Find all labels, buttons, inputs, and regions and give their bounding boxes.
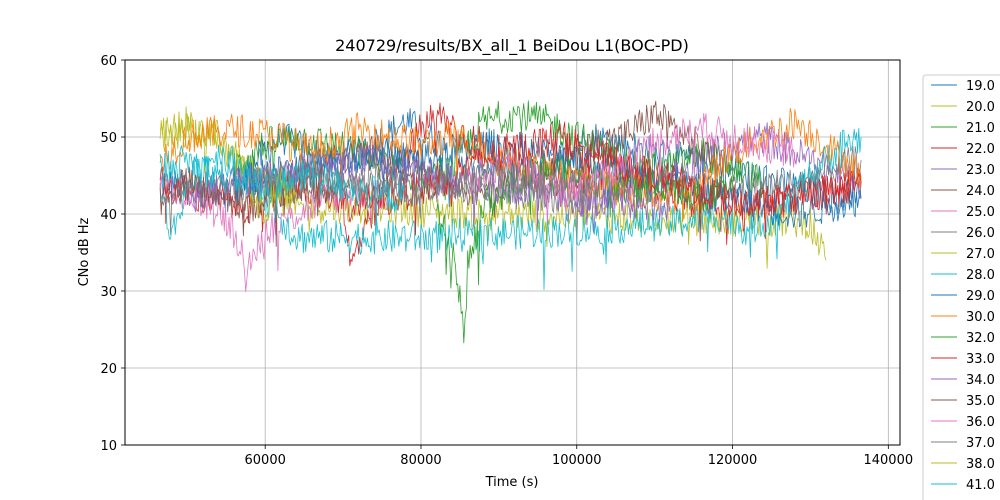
legend-label: 26.0 bbox=[966, 226, 995, 241]
legend-label: 38.0 bbox=[966, 457, 995, 472]
x-tick-label: 120000 bbox=[708, 453, 758, 468]
legend-label: 29.0 bbox=[966, 289, 995, 304]
legend-label: 19.0 bbox=[966, 79, 995, 94]
legend-label: 30.0 bbox=[966, 310, 995, 325]
legend-label: 36.0 bbox=[966, 415, 995, 430]
y-tick-label: 20 bbox=[100, 362, 117, 377]
y-tick-label: 60 bbox=[100, 54, 117, 69]
legend-label: 20.0 bbox=[966, 100, 995, 115]
legend-label: 41.0 bbox=[966, 478, 995, 493]
legend-label: 37.0 bbox=[966, 436, 995, 451]
plot-frame bbox=[124, 59, 901, 446]
x-tick-label: 60000 bbox=[245, 453, 286, 468]
x-axis-ticks: 60000 80000 100000 120000 140000 bbox=[245, 445, 913, 468]
y-axis-ticks: 10 20 30 40 50 60 bbox=[100, 54, 125, 454]
legend-label: 33.0 bbox=[966, 352, 995, 367]
legend-label: 23.0 bbox=[966, 163, 995, 178]
series-line-23.0 bbox=[560, 122, 862, 226]
series-line-33.0 bbox=[342, 121, 862, 242]
legend-label: 34.0 bbox=[966, 373, 995, 388]
x-tick-label: 100000 bbox=[552, 453, 602, 468]
legend-label: 32.0 bbox=[966, 331, 995, 346]
y-tick-label: 10 bbox=[100, 439, 117, 454]
x-axis-label: Time (s) bbox=[485, 475, 539, 490]
series-line-38.0 bbox=[249, 168, 297, 224]
legend-label: 35.0 bbox=[966, 394, 995, 409]
y-tick-label: 50 bbox=[100, 131, 117, 146]
series-line-41.0 bbox=[159, 145, 406, 236]
legend-label: 28.0 bbox=[966, 268, 995, 283]
chart-title: 240729/results/BX_all_1 BeiDou L1(BOC-PD… bbox=[335, 36, 689, 56]
y-tick-label: 30 bbox=[100, 285, 117, 300]
x-tick-label: 80000 bbox=[400, 453, 441, 468]
y-tick-label: 40 bbox=[100, 208, 117, 223]
legend-label: 22.0 bbox=[966, 142, 995, 157]
legend-label: 25.0 bbox=[966, 205, 995, 220]
legend: 19.0 20.0 21.0 22.0 23.0 24.0 25.0 26.0 27.0 28.0… bbox=[922, 74, 1000, 500]
y-axis-label: CNo dB Hz bbox=[77, 217, 92, 286]
legend-frame bbox=[922, 74, 1000, 500]
legend-label: 21.0 bbox=[966, 121, 995, 136]
x-tick-label: 140000 bbox=[863, 453, 913, 468]
legend-label: 24.0 bbox=[966, 184, 995, 199]
legend-label: 27.0 bbox=[966, 247, 995, 262]
series-lines bbox=[159, 100, 862, 344]
series-line-21.0 bbox=[233, 100, 765, 219]
series-line-37.0 bbox=[264, 159, 593, 207]
